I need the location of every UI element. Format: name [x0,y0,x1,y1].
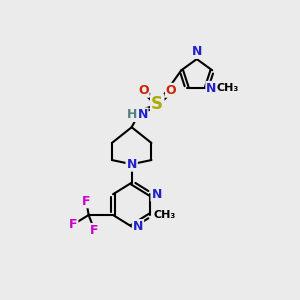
Text: O: O [166,84,176,97]
Text: N: N [127,158,137,171]
Text: F: F [90,224,99,236]
Text: O: O [138,84,148,97]
Text: N: N [152,188,162,201]
Text: CH₃: CH₃ [154,210,176,220]
Text: N: N [137,108,148,121]
Text: S: S [151,95,163,113]
Text: N: N [206,82,217,95]
Text: N: N [192,45,202,58]
Text: H: H [127,108,137,121]
Text: CH₃: CH₃ [217,83,239,93]
Text: F: F [82,195,91,208]
Text: N: N [133,220,143,233]
Text: F: F [69,218,78,231]
